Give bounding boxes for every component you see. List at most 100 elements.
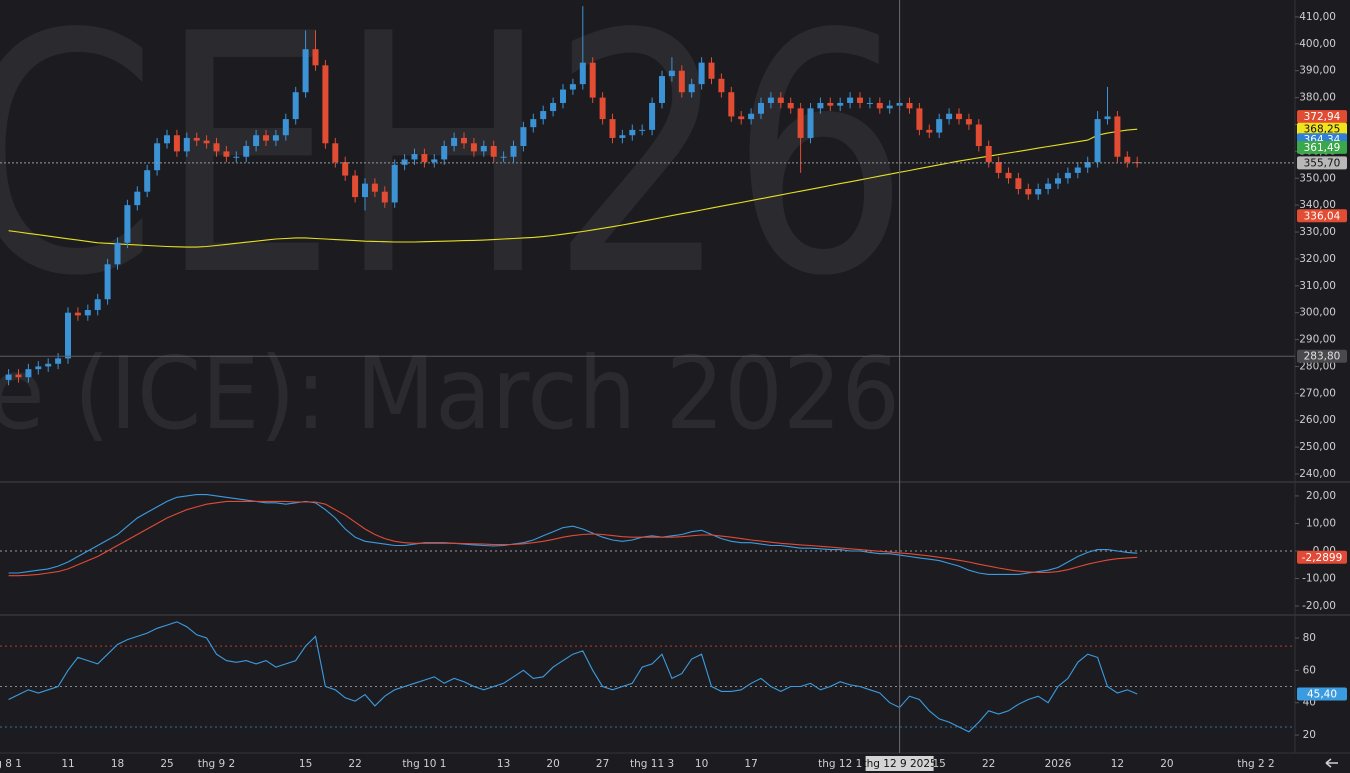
price-badge [1297,122,1347,136]
price-badge-label: 336,04 [1304,210,1341,222]
y-tick-label: -10,00 [1302,572,1336,584]
candle-body [134,191,141,206]
candle-body [114,242,121,265]
watermark-name: e (ICE): March 2026 [0,335,900,452]
candle-body [213,143,220,152]
y-tick-label: 340,00 [1299,199,1336,211]
candle-body [1084,162,1091,168]
crosshair-time-box [865,756,934,771]
y-tick-label: 260,00 [1299,414,1336,426]
candle-body [787,102,794,109]
candle-body [461,137,467,144]
candle-body [698,62,705,85]
candle-body [164,135,170,144]
candle-body [401,159,408,165]
candle-body [193,137,200,141]
candle-body [639,129,646,131]
candle-body [599,97,606,120]
y-tick-label: 310,00 [1299,280,1336,292]
price-badge [1297,687,1347,701]
watermark-symbol: CEH26 [0,0,910,348]
candle-body [827,102,834,106]
candle-body [995,162,1002,173]
x-tick-label: thg 9 2 [198,758,235,770]
candle-body [183,137,190,152]
x-tick-label: 15 [299,758,312,770]
y-tick-label: 300,00 [1299,307,1336,319]
candle-body [985,145,992,163]
x-tick-label: 2026 [1045,758,1072,770]
candle-body [926,129,933,133]
candle-body [1025,189,1032,195]
candle-body [906,102,913,109]
candle-body [1094,119,1101,163]
candle-body [292,92,299,120]
candle-body [1064,172,1071,179]
candle-body [936,119,943,133]
candle-body [688,84,695,93]
candle-body [451,137,458,146]
y-tick-label: 380,00 [1299,92,1336,104]
x-tick-label: 12 [1111,758,1124,770]
candle-body [1015,178,1022,190]
y-tick-label: 390,00 [1299,65,1336,77]
x-tick-label: 22 [348,758,361,770]
candle-body [84,310,91,316]
candle-body [758,102,764,114]
candle-body [659,76,665,103]
candle-body [510,145,517,157]
candle-body [569,84,576,90]
candle-body [1055,178,1061,184]
candle-body [649,102,656,130]
candle-body [312,49,319,66]
price-badge [1297,209,1347,223]
scroll-button[interactable] [1325,758,1338,768]
x-tick-label: thg 12 1 [818,758,862,770]
y-tick-label: 20 [1303,729,1316,741]
candle-body [916,108,923,130]
candle-body [391,164,398,203]
candle-body [520,127,527,146]
y-tick-label: 270,00 [1299,387,1336,399]
x-tick-label: 22 [982,758,995,770]
x-tick-label: 27 [596,758,609,770]
indicator-line [8,494,1138,575]
candle-body [777,97,784,103]
candle-body [15,374,22,378]
candle-body [65,312,71,359]
x-tick-label: thg 10 1 [402,758,446,770]
candle-body [857,97,863,103]
candle-body [965,119,972,125]
candle-body [94,299,101,311]
candle-body [975,124,982,146]
candle-body [25,369,32,378]
candle-body [431,159,438,163]
price-badge [1297,550,1347,564]
candle-body [342,162,349,176]
indicator-line [8,621,1138,733]
x-tick-label: 20 [1160,758,1173,770]
candle-body [282,119,289,136]
candle-body [540,111,547,120]
indicator-line [8,500,1138,577]
candle-body [589,62,596,98]
candle-body [530,119,537,128]
x-tick-label: 20 [546,758,559,770]
candle-body [767,97,774,103]
y-tick-label: -20,00 [1302,600,1336,612]
candle-body [371,183,378,192]
x-tick-label: 13 [497,758,510,770]
candle-body [55,358,62,364]
candle-body [718,78,725,93]
candle-body [35,366,42,370]
y-tick-label: 320,00 [1299,253,1336,265]
x-tick-label: 17 [744,758,757,770]
y-tick-label: 240,00 [1299,468,1336,480]
price-badge-label: 355,70 [1304,157,1341,169]
candle-body [807,108,814,138]
candle-body [500,156,507,158]
candle-body [154,143,161,171]
price-badge [1297,110,1347,124]
x-tick-label: g 8 1 [0,758,22,770]
